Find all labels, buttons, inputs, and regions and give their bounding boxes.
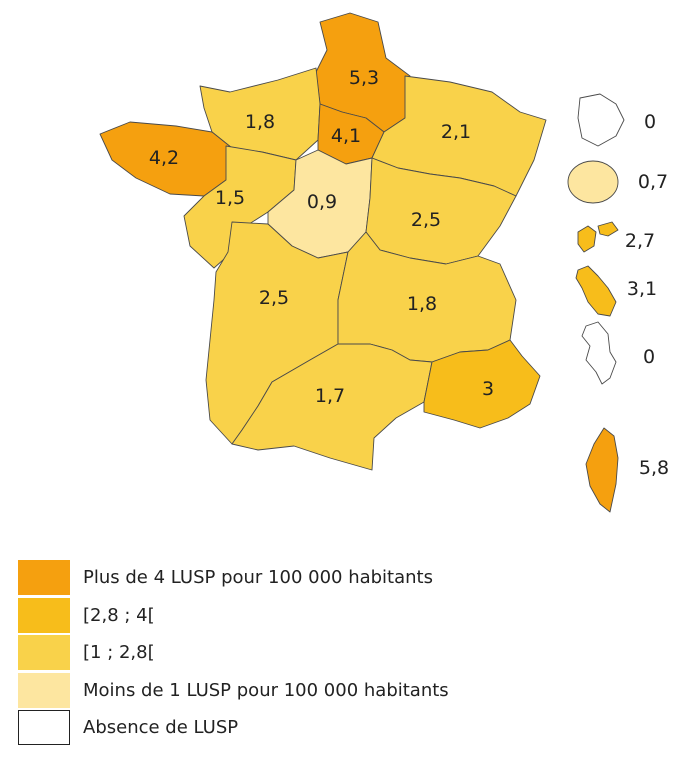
value-label-hauts-de-france: 5,3 xyxy=(349,67,379,89)
map-legend: Plus de 4 LUSP pour 100 000 habitants [2… xyxy=(18,560,678,748)
value-label-pays-de-la-loire: 1,5 xyxy=(215,187,245,209)
legend-item: [1 ; 2,8[ xyxy=(18,635,678,670)
territory-guadeloupe xyxy=(577,221,619,253)
region-occitanie xyxy=(231,343,433,471)
legend-label: Moins de 1 LUSP pour 100 000 habitants xyxy=(83,679,449,701)
value-label-grand-est: 2,1 xyxy=(441,121,471,143)
legend-label: Plus de 4 LUSP pour 100 000 habitants xyxy=(83,567,433,588)
territory-guyane xyxy=(577,93,625,147)
value-label-bourgogne-franche-comte: 2,5 xyxy=(411,209,441,231)
value-label-bretagne: 4,2 xyxy=(149,147,179,169)
legend-swatch xyxy=(18,710,70,745)
territory-reunion xyxy=(567,160,619,204)
legend-label: Absence de LUSP xyxy=(83,717,239,738)
value-label-reunion: 0,7 xyxy=(638,171,668,193)
legend-swatch xyxy=(18,635,70,670)
value-label-guyane: 0 xyxy=(644,111,656,133)
legend-swatch xyxy=(18,672,70,708)
legend-swatch xyxy=(18,597,70,633)
france-choropleth-map: 5,3 1,8 4,1 2,1 4,2 1,5 0,9 2,5 2,5 1,8 … xyxy=(99,12,669,513)
value-label-centre-val-de-loire: 0,9 xyxy=(307,191,337,213)
legend-item: Plus de 4 LUSP pour 100 000 habitants xyxy=(18,560,678,595)
region-normandie xyxy=(199,67,321,161)
legend-label: [1 ; 2,8[ xyxy=(83,642,155,663)
value-label-guadeloupe: 2,7 xyxy=(625,230,655,252)
region-corse xyxy=(585,427,619,513)
legend-item: [2,8 ; 4[ xyxy=(18,597,678,633)
value-label-nouvelle-aquitaine: 2,5 xyxy=(259,287,289,309)
legend-swatch xyxy=(18,560,70,595)
legend-item: Absence de LUSP xyxy=(18,710,678,745)
value-label-corse: 5,8 xyxy=(639,457,669,479)
value-label-paca: 3 xyxy=(482,378,494,400)
legend-item: Moins de 1 LUSP pour 100 000 habitants xyxy=(18,672,678,708)
territory-mayotte xyxy=(581,321,617,385)
territory-martinique xyxy=(575,265,617,317)
value-label-ile-de-france: 4,1 xyxy=(331,125,361,147)
region-paca xyxy=(423,339,541,429)
value-label-martinique: 3,1 xyxy=(627,278,657,300)
value-label-mayotte: 0 xyxy=(643,346,655,368)
value-label-normandie: 1,8 xyxy=(245,111,275,133)
value-label-occitanie: 1,7 xyxy=(315,385,345,407)
legend-label: [2,8 ; 4[ xyxy=(83,604,155,626)
value-label-auvergne-rhone-alpes: 1,8 xyxy=(407,293,437,315)
